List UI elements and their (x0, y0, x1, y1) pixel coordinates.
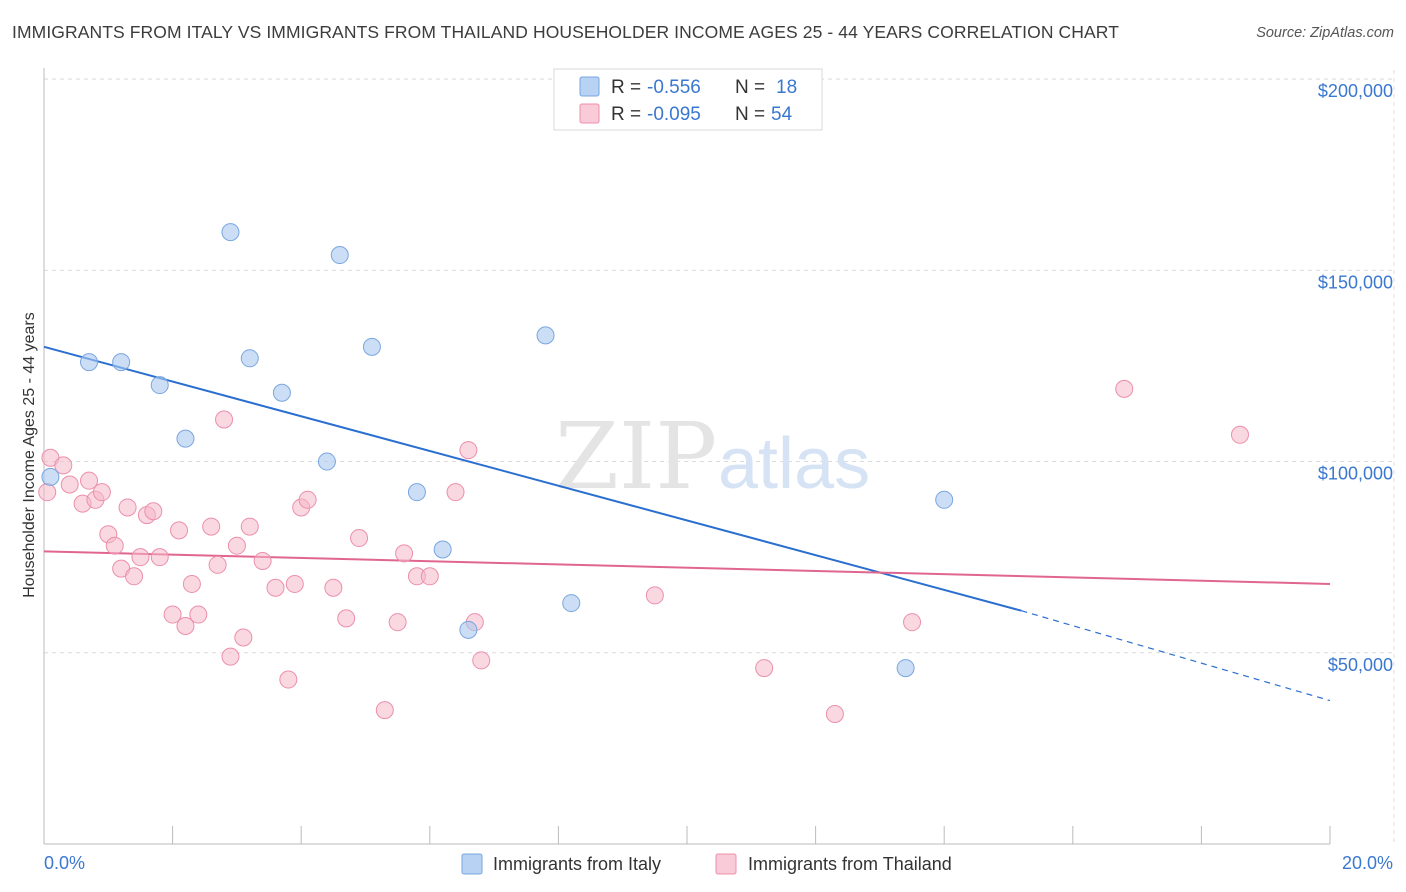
thailand-point (375, 701, 394, 720)
thailand-point (324, 578, 343, 597)
thailand-point (80, 471, 99, 490)
thailand-point (755, 659, 774, 678)
thailand-point (472, 651, 491, 670)
thailand-point (150, 548, 169, 567)
watermark: ZIP atlas (555, 403, 870, 510)
y-tick-label: $100,000 (1318, 464, 1393, 484)
italy-trend-line (43, 345, 1022, 612)
thailand-point (337, 609, 356, 628)
italy-point (317, 452, 336, 471)
legend-thailand-swatch (579, 103, 600, 124)
watermark-zip: ZIP (555, 403, 717, 510)
italy-point (150, 376, 169, 395)
thailand-point (105, 536, 124, 555)
thailand-point (420, 567, 439, 586)
points-layer (38, 223, 1249, 723)
legend-top: R = -0.556 N = 18 R = -0.095 N = 54 (553, 68, 823, 131)
legend-bottom-thailand-swatch (715, 853, 737, 875)
watermark-atlas: atlas (718, 424, 870, 504)
legend-italy-swatch (579, 76, 600, 97)
legend-bottom: Immigrants from Italy Immigrants from Th… (461, 853, 952, 875)
italy-point (221, 223, 240, 242)
legend-thailand-n-label: N = (735, 104, 765, 125)
thailand-point (163, 605, 182, 624)
legend-italy-r-value: -0.556 (647, 77, 701, 98)
thailand-point (903, 613, 922, 632)
thailand-point (215, 410, 234, 429)
thailand-point (253, 551, 272, 570)
italy-point (330, 246, 349, 265)
italy-point (176, 429, 195, 448)
thailand-point (279, 670, 298, 689)
thailand-point (131, 548, 150, 567)
thailand-point (298, 490, 317, 509)
ticks-layer: $50,000 $100,000 $150,000 $200,000 0.0% 20.0% (44, 81, 1393, 873)
thailand-point (446, 483, 465, 502)
italy-point (112, 353, 131, 372)
italy-point (41, 467, 60, 486)
x-tick-label: 0.0% (44, 853, 85, 873)
y-tick-label: $50,000 (1328, 655, 1393, 675)
italy-trend-extension (1021, 610, 1331, 702)
legend-italy-n-value: 18 (776, 77, 797, 98)
thailand-point (459, 441, 478, 460)
source-label: Source: ZipAtlas.com (1256, 25, 1394, 41)
y-axis-label: Householder Income Ages 25 - 44 years (21, 312, 38, 598)
x-tick-label: 20.0% (1342, 853, 1393, 873)
legend-bottom-italy-swatch (461, 853, 483, 875)
thailand-point (285, 574, 304, 593)
legend-italy-r-label: R = (611, 77, 641, 98)
thailand-point (118, 498, 137, 517)
italy-point (272, 383, 291, 402)
thailand-point (266, 578, 285, 597)
italy-point (935, 490, 954, 509)
thailand-point (38, 483, 57, 502)
thailand-point (202, 517, 221, 536)
thailand-point (388, 613, 407, 632)
thailand-point (240, 517, 259, 536)
thailand-point (395, 544, 414, 563)
thailand-point (182, 574, 201, 593)
thailand-point (54, 456, 73, 475)
thailand-point (189, 605, 208, 624)
italy-point (896, 659, 915, 678)
italy-point (80, 353, 99, 372)
thailand-trend-line (43, 550, 1331, 585)
thailand-point (227, 536, 246, 555)
y-tick-label: $150,000 (1318, 272, 1393, 292)
thailand-point (645, 586, 664, 605)
legend-thailand-r-value: -0.095 (647, 104, 701, 125)
italy-point (433, 540, 452, 559)
legend-thailand-n-value: 54 (771, 104, 793, 125)
thailand-point (92, 483, 111, 502)
thailand-point (144, 502, 163, 521)
legend-thailand-r-label: R = (611, 104, 641, 125)
legend-bottom-italy-label: Immigrants from Italy (493, 854, 661, 874)
thailand-point (350, 529, 369, 548)
thailand-point (1230, 425, 1249, 444)
legend-bottom-thailand-label: Immigrants from Thailand (748, 854, 952, 874)
italy-point (240, 349, 259, 368)
thailand-point (208, 555, 227, 574)
thailand-point (176, 617, 195, 636)
thailand-point (170, 521, 189, 540)
italy-point (536, 326, 555, 345)
italy-point (459, 620, 478, 639)
thailand-point (1115, 379, 1134, 398)
thailand-point (825, 704, 844, 723)
italy-point (407, 483, 426, 502)
italy-point (562, 594, 581, 613)
thailand-point (234, 628, 253, 647)
chart-title: IMMIGRANTS FROM ITALY VS IMMIGRANTS FROM… (12, 22, 1120, 42)
legend-italy-n-label: N = (735, 77, 765, 98)
y-tick-label: $200,000 (1318, 81, 1393, 101)
thailand-point (125, 567, 144, 586)
italy-point (362, 337, 381, 356)
thailand-point (221, 647, 240, 666)
thailand-point (60, 475, 79, 494)
trend-layer (43, 345, 1331, 702)
